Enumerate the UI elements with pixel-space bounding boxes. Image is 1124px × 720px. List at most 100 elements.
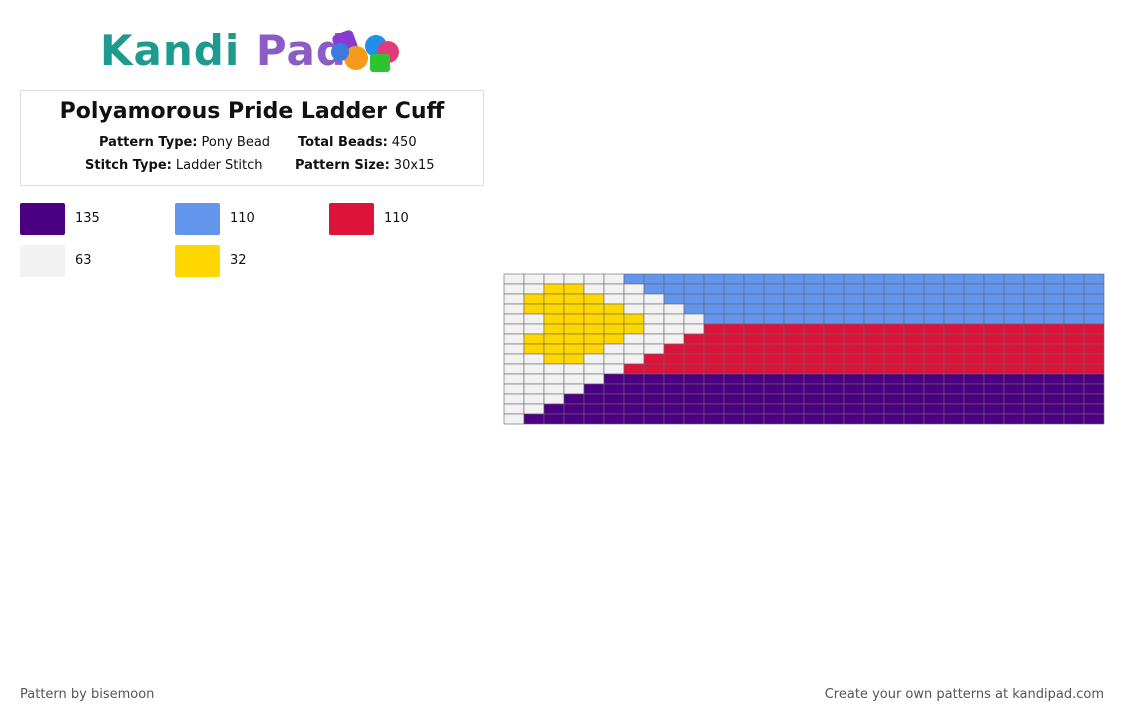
bead [543, 333, 565, 345]
bead [743, 273, 765, 285]
bead [703, 363, 725, 375]
logo[interactable]: Kandi Pad [100, 26, 347, 75]
bead [943, 383, 965, 395]
bead [923, 343, 945, 355]
bead [983, 363, 1005, 375]
bead [923, 323, 945, 335]
bead [1023, 353, 1045, 365]
bead [863, 343, 885, 355]
bead [803, 373, 825, 385]
bead [683, 353, 705, 365]
bead [983, 383, 1005, 395]
bead-grid [503, 273, 1105, 425]
color-count: 135 [75, 211, 100, 226]
bead [1003, 403, 1025, 415]
bead [903, 283, 925, 295]
bead [863, 403, 885, 415]
bead [563, 303, 585, 315]
bead [1023, 313, 1045, 325]
bead [703, 273, 725, 285]
bead [563, 393, 585, 405]
bead [543, 283, 565, 295]
bead [563, 353, 585, 365]
bead [723, 293, 745, 305]
bead [543, 313, 565, 325]
bead [903, 273, 925, 285]
bead [883, 353, 905, 365]
bead [1063, 363, 1085, 375]
bead [823, 303, 845, 315]
bead [683, 343, 705, 355]
bead [543, 383, 565, 395]
bead [663, 343, 685, 355]
bead [823, 313, 845, 325]
bead [683, 273, 705, 285]
logo-text: Kandi [100, 26, 241, 75]
color-count: 110 [230, 211, 255, 226]
bead [523, 333, 545, 345]
bead [823, 323, 845, 335]
bead [743, 353, 765, 365]
bead [843, 323, 865, 335]
bead [643, 383, 665, 395]
bead [503, 303, 525, 315]
footer-link[interactable]: Create your own patterns at kandipad.com [824, 687, 1104, 702]
bead [643, 283, 665, 295]
bead [843, 273, 865, 285]
bead [763, 333, 785, 345]
bead [983, 413, 1005, 425]
bead [883, 383, 905, 395]
bead [563, 343, 585, 355]
bead [703, 413, 725, 425]
bead [823, 363, 845, 375]
bead [703, 293, 725, 305]
bead [1043, 413, 1065, 425]
bead [643, 393, 665, 405]
bead [843, 373, 865, 385]
bead [603, 283, 625, 295]
bead [883, 373, 905, 385]
bead [1023, 373, 1045, 385]
bead [1083, 343, 1105, 355]
bead [503, 403, 525, 415]
color-count: 110 [384, 211, 409, 226]
bead [683, 373, 705, 385]
bead [583, 393, 605, 405]
bead [803, 353, 825, 365]
bead [823, 373, 845, 385]
bead [623, 273, 645, 285]
bead [763, 283, 785, 295]
bead [1063, 323, 1085, 335]
bead [923, 363, 945, 375]
bead [563, 333, 585, 345]
bead [703, 383, 725, 395]
bead [943, 353, 965, 365]
bead [563, 363, 585, 375]
bead [803, 333, 825, 345]
bead [503, 333, 525, 345]
bead [623, 373, 645, 385]
bead [823, 393, 845, 405]
bead [1023, 273, 1045, 285]
bead [823, 283, 845, 295]
bead [623, 383, 645, 395]
bead [663, 293, 685, 305]
bead [703, 303, 725, 315]
bead [923, 293, 945, 305]
bead [983, 313, 1005, 325]
bead [923, 303, 945, 315]
bead [983, 303, 1005, 315]
bead [743, 343, 765, 355]
bead [1023, 293, 1045, 305]
bead [783, 293, 805, 305]
bead [883, 323, 905, 335]
bead [563, 293, 585, 305]
bead [803, 413, 825, 425]
bead [523, 353, 545, 365]
title: Polyamorous Pride Ladder Cuff [59, 99, 445, 124]
bead [563, 383, 585, 395]
bead [943, 363, 965, 375]
info-box: Polyamorous Pride Ladder Cuff Pattern Ty… [20, 90, 484, 186]
bead [503, 343, 525, 355]
bead [583, 283, 605, 295]
